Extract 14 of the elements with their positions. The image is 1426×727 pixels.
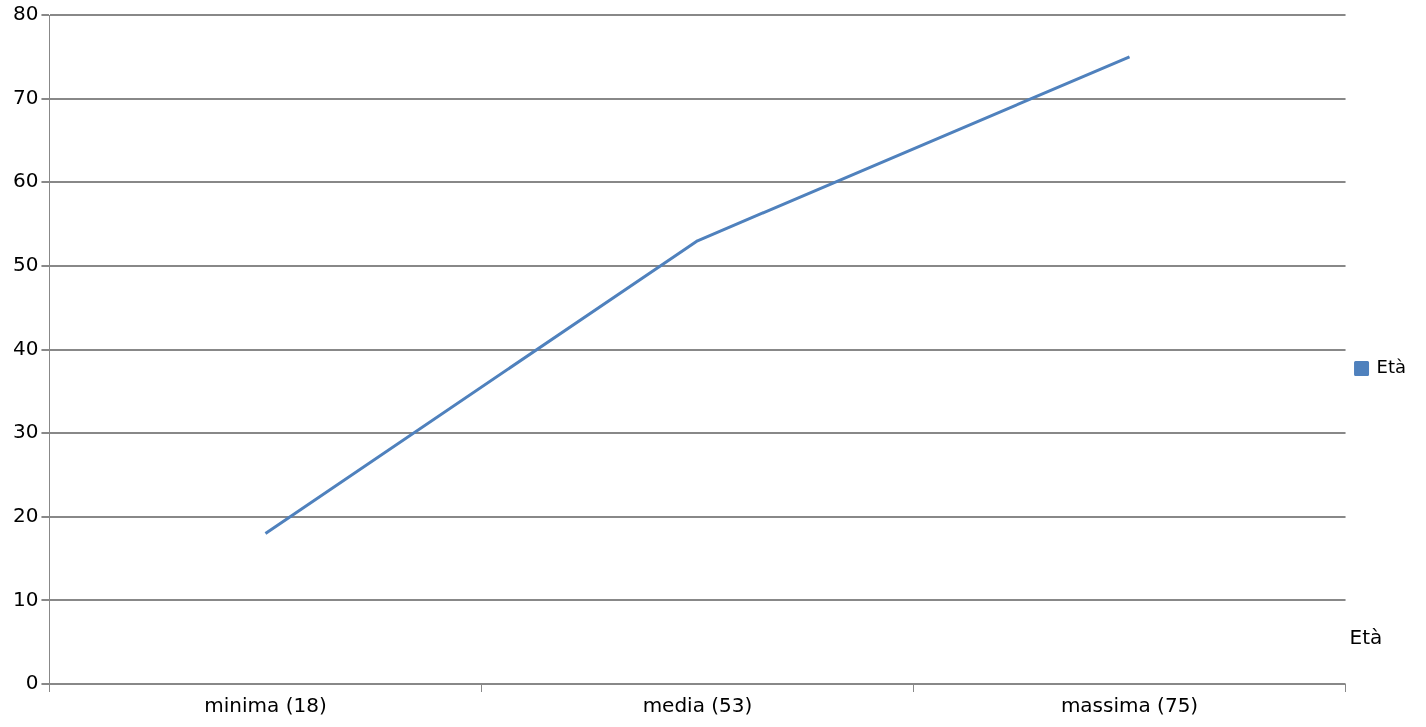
text: Età bbox=[1349, 625, 1383, 649]
y-tick-label: 80 bbox=[13, 1, 39, 26]
y-tick-label: 40 bbox=[13, 335, 39, 360]
y-tick-label: 60 bbox=[13, 168, 39, 193]
y-tick-label: 50 bbox=[13, 252, 39, 277]
y-tick-label: 20 bbox=[13, 502, 39, 527]
y-tick-label: 70 bbox=[13, 84, 39, 109]
x-tick-label: massima (75) bbox=[1060, 693, 1199, 718]
y-tick-label: 0 bbox=[25, 670, 39, 695]
y-tick-label: 30 bbox=[13, 419, 39, 444]
y-tick-label: 10 bbox=[13, 586, 39, 611]
legend-label: Età bbox=[1376, 356, 1407, 378]
x-tick-label: media (53) bbox=[642, 693, 753, 718]
x-tick-label: minima (18) bbox=[204, 693, 327, 718]
